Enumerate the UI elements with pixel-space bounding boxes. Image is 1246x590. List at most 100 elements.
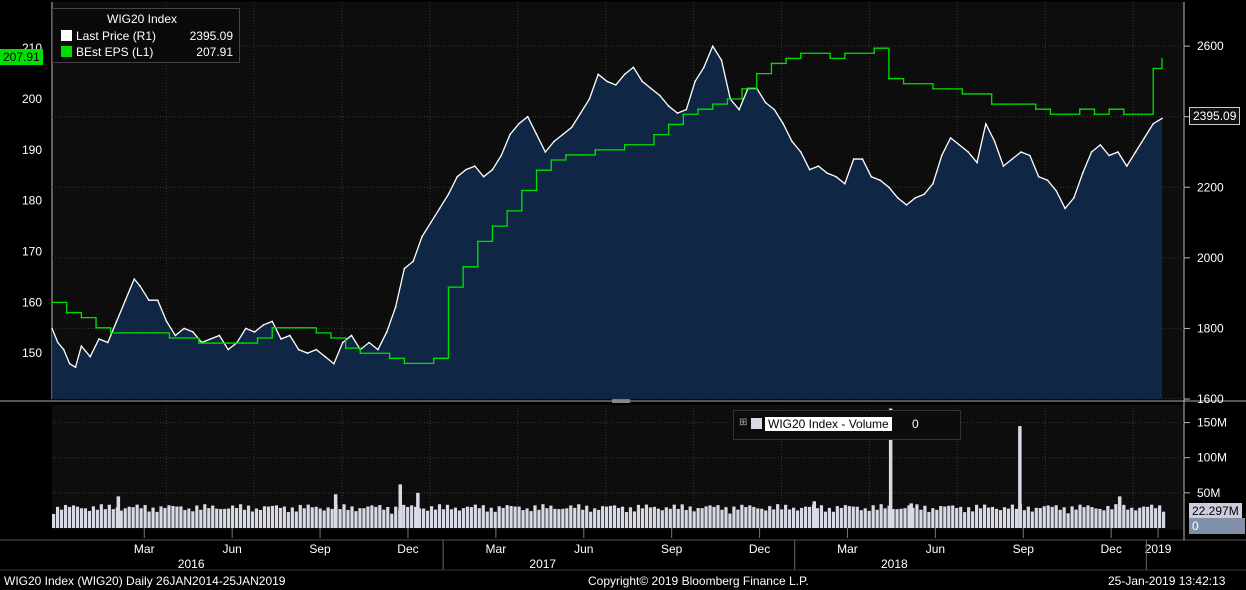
x-axis-tick: Jun [574,542,593,556]
volume-bar [1038,508,1042,528]
best-eps-point [315,332,318,334]
volume-bar [258,509,263,528]
last-price-point [491,168,494,171]
last-price-point [597,73,599,76]
last-price-point [518,122,520,125]
volume-bar [191,511,195,528]
best-eps-point [829,57,831,60]
volume-bar [899,508,903,528]
volume-bar [1030,511,1034,528]
volume-bar [219,508,223,528]
volume-bar [1158,505,1162,528]
last-price-point [808,168,811,171]
volume-bar [501,507,505,528]
volume-bar [410,505,414,528]
last-price-point [623,73,626,76]
last-price-point [430,221,432,224]
last-price-point [940,154,943,157]
best-eps-point [153,332,156,334]
last-price-point [447,193,450,196]
best-eps-point [95,327,97,329]
volume-bar [664,507,668,528]
best-eps-point [697,108,699,110]
x-axis-tick: Dec [1100,542,1121,556]
volume-bar [330,508,334,528]
volume-bar [1102,510,1106,528]
last-price-point [1117,151,1119,153]
volume-bar [732,506,736,528]
volume-bar [505,505,509,528]
volume-bar [517,506,521,528]
best-eps-line[interactable] [52,47,1163,365]
volume-bar [477,508,481,528]
last-price-point [165,320,168,323]
last-price-point [791,140,793,143]
volume-bar [223,508,227,528]
volume-bar [1114,504,1118,528]
x-axis-tick: Dec [397,542,418,556]
volume-bar [549,505,553,528]
volume-spike-bar [333,494,338,528]
volume-bar [1150,504,1154,528]
volume-bar [708,505,712,528]
footer-copyright: Copyright© 2019 Bloomberg Finance L.P. [588,574,809,588]
expand-icon[interactable]: ⊞ [739,417,748,428]
volume-bar [513,506,517,528]
best-eps-point [1093,113,1096,116]
best-eps-point [183,337,185,339]
last-price-point [509,133,511,136]
last-price-point [544,151,547,153]
volume-bar [978,508,983,528]
volume-bar [760,508,764,528]
volume-bar [179,506,183,528]
legend-item-last-price[interactable]: Last Price (R1) [61,29,156,43]
volume-bar [792,507,796,528]
volume-bar [955,508,959,528]
last-price-point [861,158,864,160]
x-axis-tick: Dec [749,542,770,556]
volume-bar [919,509,923,528]
right-axis-tick: 1600 [1197,392,1224,406]
last-price-point [879,179,881,182]
last-price-point [1064,207,1066,210]
volume-spike-bar [116,496,121,528]
last-price-point [324,355,326,358]
volume-bar [768,506,772,528]
volume-spike-bar [812,501,817,528]
x-axis-tick: Sep [1013,542,1035,556]
volume-bar [52,513,56,528]
last-price-point [976,161,978,164]
volume-bar [294,511,298,528]
volume-bar [1054,505,1058,528]
volume-bar [1098,508,1102,528]
best-eps-point [961,93,964,95]
last-price-point [51,327,53,330]
last-price-point [1161,117,1163,120]
chart-legend[interactable]: WIG20 Index Last Price (R1) 2395.09 BEst… [52,8,240,63]
last-price-point [852,158,855,160]
volume-bar [859,510,863,528]
best-eps-point [242,342,244,344]
best-eps-point [388,357,391,360]
best-eps-point [873,47,876,49]
last-price-point [1046,179,1049,182]
volume-legend[interactable]: ⊞ WIG20 Index - Volume 0 [733,410,961,440]
last-price-point [289,334,291,337]
volume-bar [557,509,561,528]
volume-bar [441,509,446,528]
volume-bar [601,506,605,528]
volume-bar [298,504,302,528]
volume-bar [429,506,434,528]
volume-bar [624,512,629,528]
volume-bar [1050,506,1054,528]
volume-bar [843,505,847,528]
best-eps-point [888,77,890,80]
best-eps-point [785,57,787,60]
volume-bar [672,504,676,528]
best-eps-point [491,225,494,227]
volume-bar [203,504,207,528]
legend-item-best-eps[interactable]: BEst EPS (L1) [61,45,153,59]
volume-bar [998,510,1003,528]
panel-resize-handle[interactable] [612,399,630,403]
best-eps-point [800,52,802,55]
